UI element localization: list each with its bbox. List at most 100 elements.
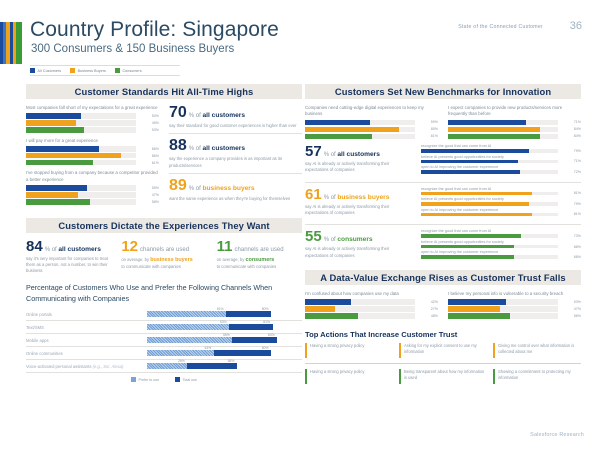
actions-row-business: Having a strong privacy policy Asking for… (305, 342, 581, 364)
bar-value-label: 45% (151, 121, 159, 126)
bar-track (305, 119, 415, 126)
ai-bar-row: 72% (421, 170, 581, 174)
stat-block: 11 channels are used on average, by consum… (217, 239, 302, 270)
bar-value-label: 55% (151, 185, 159, 190)
channel-total-bar (147, 363, 237, 370)
ai-bar-row: 79% (421, 149, 581, 153)
bar-row: 55% (26, 185, 159, 191)
action-color-bar (305, 342, 307, 358)
stat-audience: business buyers (337, 193, 390, 201)
bar-track (448, 119, 558, 126)
bar-fill (448, 133, 541, 140)
bar-value-label: 66% (151, 146, 159, 151)
section-title: Customers Dictate the Experiences They W… (58, 219, 270, 231)
stat-block: 89% of business buyers want the same expe… (169, 176, 302, 202)
bar-value-label: 86% (151, 153, 159, 158)
stat-number: 70 (169, 104, 187, 121)
ai-bar-row: 68% (421, 255, 581, 259)
bar-fill (421, 149, 530, 153)
stat-block: 88% of all customers say the experience a… (169, 138, 302, 169)
bar-track (421, 255, 558, 259)
ai-item: believe AI presents good opportunities f… (421, 197, 581, 206)
left-column: Customer Standards Hit All-Time Highs Mo… (26, 84, 302, 383)
bar-value-label: 59% (430, 120, 438, 125)
standards-bar-groups: Most companies fall short of my expectat… (26, 105, 159, 210)
channel-row: Online portals 51% 80% (26, 307, 302, 322)
stat-description: say it's very important for companies to… (26, 255, 109, 274)
ai-item-text: open to AI improving the customer experi… (421, 165, 499, 170)
bar-group-statement: Most companies fall short of my expectat… (26, 105, 158, 110)
bar-track (305, 306, 415, 312)
section-header-innovation: Customers Set New Benchmarks for Innovat… (305, 84, 581, 99)
bar-value-label: 81% (573, 212, 581, 217)
page-title: Country Profile: Singapore (30, 18, 279, 41)
bar-group: I will pay more for a great experience 66… (26, 138, 159, 166)
bar-track (421, 159, 558, 164)
bar-fill (26, 120, 76, 126)
bar-track (421, 149, 558, 153)
ai-item: open to AI improving the customer experi… (421, 250, 581, 259)
stat-number: 57 (305, 143, 322, 161)
channel-prefer-bar (147, 311, 227, 318)
bar-track (26, 192, 136, 198)
bar-value-label: 47% (151, 192, 159, 197)
bar-group-statement: Companies need cutting-edge digital expe… (305, 105, 424, 117)
channel-chart: Online portals 51% 80% Text/SMS 53% 81% Mobile… (26, 307, 302, 374)
bar-group-statement: I'm confused about how companies use my … (305, 290, 399, 296)
bar-fill (421, 191, 532, 196)
ai-item-text: recognize the good that can come from AI (421, 186, 492, 191)
bar-value-label: 84% (573, 127, 581, 132)
bar-group-statement: I will pay more for a great experience (26, 137, 98, 143)
action-text: Showing a commitment to protecting my in… (498, 368, 571, 380)
bar-row: 47% (26, 192, 159, 198)
salesforce-stripes-logo (0, 22, 22, 64)
bar-row: 86% (26, 153, 159, 159)
section-title: A Data-Value Exchange Rises as Customer … (320, 271, 566, 283)
bar-row: 53% (26, 127, 159, 133)
trust-action-item: Giving me control over what information … (493, 342, 581, 358)
bar-row: 27% (305, 306, 438, 312)
bar-value-label: 42% (430, 299, 438, 304)
channel-prefer-label: 55% (222, 333, 230, 338)
action-color-bar (399, 342, 401, 358)
bar-fill (26, 113, 81, 119)
ai-item-text: open to AI improving the customer experi… (421, 207, 499, 212)
bar-track (448, 126, 558, 133)
stat-suffix: % of all customers (188, 112, 245, 119)
bar-group: Companies need cutting-edge digital expe… (305, 105, 438, 140)
channel-bar-track: 26% 58% (147, 359, 302, 372)
ai-item-text: open to AI improving the customer experi… (421, 250, 499, 255)
bar-track (305, 126, 415, 133)
bar-track (448, 306, 558, 312)
actions-row-consumer: Having a strong privacy policy Being tran… (305, 364, 581, 389)
bar-track (26, 160, 136, 166)
stat-audience: business buyers (202, 184, 255, 192)
bar-row: 61% (305, 133, 438, 140)
bar-group: I expect companies to provide new produc… (448, 105, 581, 140)
channel-total-label: 58% (227, 359, 235, 364)
channel-prefer-bar (147, 337, 233, 344)
action-color-bar (493, 368, 495, 384)
ai-block: 57% of all customers say AI is already or… (305, 144, 581, 178)
ai-block: 55% of consumers say AI is already or act… (305, 229, 581, 263)
bar-fill (26, 192, 78, 198)
bar-value-label: 81% (573, 191, 581, 196)
divider (305, 224, 581, 226)
bar-fill (26, 185, 87, 191)
bar-value-label: 50% (151, 114, 159, 119)
bar-fill (421, 212, 532, 217)
stat-number: 89 (169, 176, 187, 194)
bar-value-label: 68% (573, 255, 581, 260)
channel-total-label: 81% (263, 320, 271, 325)
channel-prefer-bar (147, 350, 214, 357)
bar-value-label: 71% (573, 159, 581, 164)
bar-group-statement: I expect companies to provide new produc… (448, 105, 563, 117)
bar-group: I'm confused about how companies use my … (305, 291, 438, 319)
stat-number: 11 (216, 237, 233, 255)
channel-prefer-bar (147, 363, 188, 370)
legend-label: Prefer to use (138, 377, 160, 382)
stat-description: say AI is already or actively transformi… (305, 203, 390, 215)
action-color-bar (399, 368, 401, 384)
stat-description: say the experience a company provides is… (169, 156, 283, 168)
